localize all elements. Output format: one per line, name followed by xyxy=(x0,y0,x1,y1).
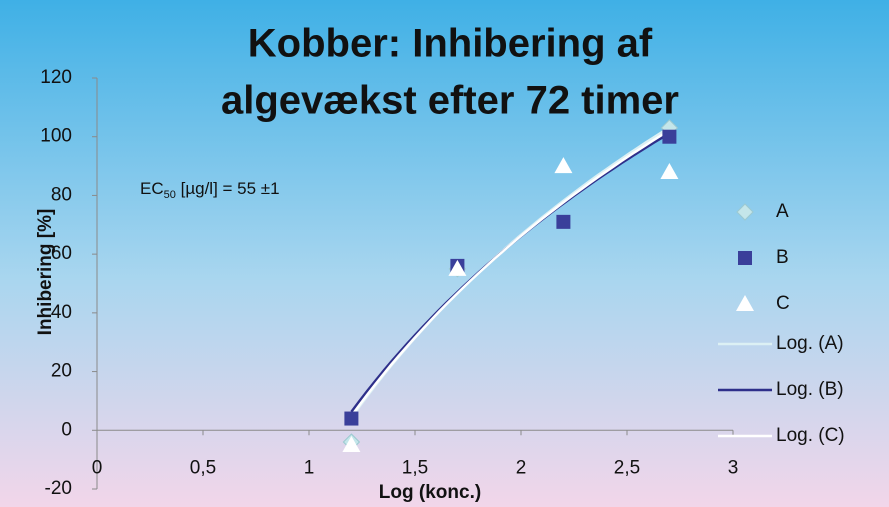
legend-label: Log. (A) xyxy=(776,333,844,354)
point xyxy=(554,157,573,174)
point xyxy=(344,411,359,426)
point xyxy=(556,214,571,229)
y-tick-label: 80 xyxy=(51,184,72,205)
chart-title: Kobber: Inhibering af xyxy=(248,22,653,66)
y-axis-label: Inhibering [%] xyxy=(35,209,56,336)
y-tick-label: 120 xyxy=(40,67,72,88)
x-tick-label: 2,5 xyxy=(614,457,640,478)
x-tick-label: 3 xyxy=(728,457,739,478)
annotation-text: EC xyxy=(140,179,164,198)
legend-label: C xyxy=(776,293,790,314)
legend-marker xyxy=(738,251,752,265)
annotation: EC50 [µg/l] = 55 ±1 xyxy=(140,179,280,200)
legend-marker xyxy=(736,295,754,311)
legend-label: Log. (B) xyxy=(776,379,844,400)
x-tick-label: 0,5 xyxy=(190,457,216,478)
point xyxy=(660,162,679,179)
x-tick-label: 2 xyxy=(516,457,527,478)
y-tick-label: 100 xyxy=(40,126,72,147)
annotation-text: [µg/l] = 55 ±1 xyxy=(176,179,280,198)
legend-label: B xyxy=(776,247,789,268)
point xyxy=(662,129,677,144)
x-tick-label: 1,5 xyxy=(402,457,428,478)
point xyxy=(342,435,361,452)
legend-label: Log. (C) xyxy=(776,425,845,446)
y-tick-label: 60 xyxy=(51,243,72,264)
x-tick-label: 0 xyxy=(92,457,103,478)
chart-title: algevækst efter 72 timer xyxy=(221,79,679,123)
legend-label: A xyxy=(776,201,789,222)
y-tick-label: 40 xyxy=(51,302,72,323)
legend-marker xyxy=(736,203,754,221)
y-tick-label: 20 xyxy=(51,361,72,382)
point xyxy=(448,259,467,276)
annotation-sub: 50 xyxy=(164,189,176,201)
x-axis-label: Log (konc.) xyxy=(379,482,481,503)
x-tick-label: 1 xyxy=(304,457,315,478)
trendline xyxy=(350,129,671,417)
y-tick-label: 0 xyxy=(61,419,72,440)
y-tick-label: -20 xyxy=(45,478,72,499)
